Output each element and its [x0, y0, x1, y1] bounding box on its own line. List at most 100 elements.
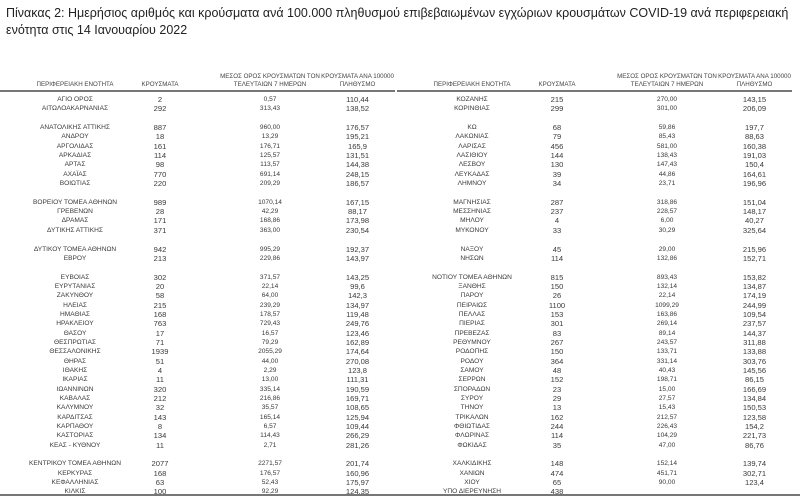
cell-cases: 29 [552, 394, 562, 403]
table-row: ΚΑΣΤΟΡΙΑΣ 134 114,43 266,29 [0, 431, 395, 440]
cell-region: ΒΟΙΩΤΙΑΣ [59, 180, 91, 188]
cell-per-100k: 311,88 [743, 337, 766, 347]
cell-region: ΒΟΡΕΙΟΥ ΤΟΜΕΑ ΑΘΗΝΩΝ [32, 198, 118, 206]
cell-region: ΦΘΙΩΤΙΔΑΣ [454, 423, 490, 431]
cell-avg-7-days: 165,14 [259, 413, 281, 421]
cell-cases: 438 [550, 487, 564, 497]
cell-cases: 18 [155, 132, 165, 142]
cell-avg-7-days: 29,00 [658, 245, 676, 253]
header-avg-7-days: ΜΕΣΟΣ ΟΡΟΣ ΚΡΟΥΣΜΑΤΩΝ ΤΟΝ ΤΕΛΕΥΤΑΙΩΝ 7 Η… [617, 73, 717, 88]
cell-per-100k: 249,76 [345, 319, 370, 329]
cell-avg-7-days: 176,57 [259, 469, 281, 477]
cell-region: ΣΑΜΟΥ [460, 366, 484, 374]
table-row: ΜΗΛΟΥ 4 6,00 40,27 [397, 216, 792, 225]
cell-avg-7-days: 209,29 [259, 180, 281, 188]
cell-cases: 287 [550, 197, 564, 207]
table-row: ΠΕΛΛΑΣ 153 163,86 109,54 [397, 310, 792, 319]
cell-cases: 267 [550, 337, 564, 347]
cell-per-100k: 206,09 [742, 104, 767, 114]
table-row: ΙΩΑΝΝΙΝΩΝ 320 335,14 190,59 [0, 385, 395, 394]
cell-per-100k: 123,8 [347, 365, 367, 375]
cell-cases: 114 [550, 431, 564, 441]
header-per-100k: ΚΡΟΥΣΜΑΤΑ ΑΝΑ 100000 ΠΛΗΘΥΣΜΟ [321, 73, 394, 88]
cell-region: ΘΕΣΣΑΛΟΝΙΚΗΣ [49, 348, 101, 356]
cell-region: ΚΑΣΤΟΡΙΑΣ [56, 432, 94, 440]
cell-avg-7-days: 133,71 [656, 348, 678, 356]
cell-avg-7-days: 178,57 [259, 310, 281, 318]
table-row: ΡΕΘΥΜΝΟΥ 267 243,57 311,88 [397, 338, 792, 347]
cell-per-100k: 86,76 [744, 440, 764, 450]
cell-per-100k: 176,57 [345, 123, 370, 133]
table-row: ΘΗΡΑΣ 51 44,00 270,08 [0, 357, 395, 366]
cell-region: ΝΗΣΩΝ [460, 254, 484, 262]
header-avg-7-days: ΜΕΣΟΣ ΟΡΟΣ ΚΡΟΥΣΜΑΤΩΝ ΤΟΝ ΤΕΛΕΥΤΑΙΩΝ 7 Η… [220, 73, 320, 88]
cell-region: ΑΡΤΑΣ [64, 161, 86, 169]
cell-per-100k: 143,15 [742, 95, 767, 104]
cell-avg-7-days: 212,57 [656, 413, 678, 421]
table-row: ΛΑΣΙΘΙΟΥ 144 138,43 191,03 [397, 151, 792, 160]
cell-per-100k: 174,19 [742, 291, 767, 301]
cell-per-100k: 175,97 [345, 478, 370, 488]
table-header: ΠΕΡΙΦΕΡΕΙΑΚΗ ΕΝΟΤΗΤΑ ΚΡΟΥΣΜΑΤΑ ΜΕΣΟΣ ΟΡΟ… [397, 64, 792, 92]
table-row: ΛΕΣΒΟΥ 130 147,43 150,4 [397, 160, 792, 169]
cell-cases: 887 [153, 123, 167, 133]
cell-avg-7-days: 995,29 [259, 245, 281, 253]
spacer-row [397, 235, 792, 244]
cell-region: ΜΕΣΣΗΝΙΑΣ [453, 208, 491, 216]
cell-avg-7-days: 331,14 [656, 357, 678, 365]
cell-avg-7-days: 22,14 [261, 282, 279, 290]
table-row: ΝΟΤΙΟΥ ΤΟΜΕΑ ΑΘΗΝΩΝ 815 893,43 153,82 [397, 273, 792, 282]
cell-region: ΣΠΟΡΑΔΩΝ [453, 385, 491, 393]
cell-avg-7-days: 198,71 [656, 376, 678, 384]
cell-avg-7-days: 44,00 [261, 357, 279, 365]
header-cases: ΚΡΟΥΣΜΑΤΑ [141, 81, 179, 88]
cell-per-100k: 151,04 [742, 197, 767, 207]
cell-avg-7-days: 22,14 [658, 292, 676, 300]
cell-avg-7-days: 30,29 [658, 226, 676, 234]
cell-per-100k: 88,63 [744, 132, 764, 142]
cell-region: ΗΡΑΚΛΕΙΟΥ [56, 320, 94, 328]
cell-cases: 364 [550, 356, 564, 366]
cell-region: ΚΟΖΑΝΗΣ [456, 96, 488, 103]
table-row: ΚΕΝΤΡΙΚΟΥ ΤΟΜΕΑ ΑΘΗΝΩΝ 2077 2271,57 201,74 [0, 459, 395, 468]
table-row: ΚΕΑΣ - ΚΥΘΝΟΥ 11 2,71 281,26 [0, 441, 395, 450]
cell-region: ΗΜΑΘΙΑΣ [60, 310, 90, 318]
cell-per-100k: 123,46 [345, 328, 370, 338]
cell-region: ΣΕΡΡΩΝ [458, 376, 486, 384]
cell-cases: 244 [550, 422, 564, 432]
cell-region: ΑΓΙΟ ΟΡΟΣ [57, 96, 93, 103]
table-left: ΠΕΡΙΦΕΡΕΙΑΚΗ ΕΝΟΤΗΤΑ ΚΡΟΥΣΜΑΤΑ ΜΕΣΟΣ ΟΡΟ… [0, 64, 395, 497]
cell-region: ΡΕΘΥΜΝΟΥ [453, 338, 491, 346]
table-bottom-rule [0, 494, 800, 496]
table-row: ΚΑΛΥΜΝΟΥ 32 35,57 108,65 [0, 403, 395, 412]
cell-avg-7-days: 270,00 [656, 96, 678, 103]
table-row: ΒΟΙΩΤΙΑΣ 220 209,29 186,57 [0, 179, 395, 188]
spacer-row [0, 235, 395, 244]
cell-per-100k: 162,89 [345, 337, 370, 347]
cell-cases: 114 [550, 253, 564, 263]
cell-cases: 213 [153, 253, 167, 263]
table-right: ΠΕΡΙΦΕΡΕΙΑΚΗ ΕΝΟΤΗΤΑ ΚΡΟΥΣΜΑΤΑ ΜΕΣΟΣ ΟΡΟ… [397, 64, 792, 497]
cell-region: ΚΑΡΠΑΘΟΥ [56, 423, 94, 431]
cell-cases: 23 [552, 384, 562, 394]
cell-region: ΧΑΝΙΩΝ [459, 469, 485, 477]
cell-cases: 68 [552, 123, 562, 133]
cell-cases: 1939 [151, 347, 169, 357]
cell-cases: 2077 [151, 459, 169, 469]
cell-cases: 212 [153, 394, 167, 403]
table-row: ΑΡΚΑΔΙΑΣ 114 125,57 131,51 [0, 151, 395, 160]
cell-avg-7-days: 104,29 [656, 432, 678, 440]
cell-avg-7-days: 1099,29 [655, 301, 679, 309]
cell-cases: 134 [153, 431, 167, 441]
cell-region: ΘΗΡΑΣ [63, 357, 87, 365]
cell-per-100k: 109,54 [742, 309, 767, 319]
table-row: ΚΟΡΙΝΘΙΑΣ 299 301,00 206,09 [397, 104, 792, 113]
header-region: ΠΕΡΙΦΕΡΕΙΑΚΗ ΕΝΟΤΗΤΑ [36, 81, 114, 88]
cell-region: ΘΑΣΟΥ [63, 329, 87, 337]
table-row: ΑΝΑΤΟΛΙΚΗΣ ΑΤΤΙΚΗΣ 887 960,00 176,57 [0, 123, 395, 132]
cell-avg-7-days: 335,14 [259, 385, 281, 393]
cell-per-100k: 134,84 [742, 394, 767, 403]
table-row: ΗΛΕΙΑΣ 215 239,29 134,97 [0, 301, 395, 310]
cell-per-100k: 230,54 [345, 225, 370, 235]
cell-cases: 79 [552, 132, 562, 142]
